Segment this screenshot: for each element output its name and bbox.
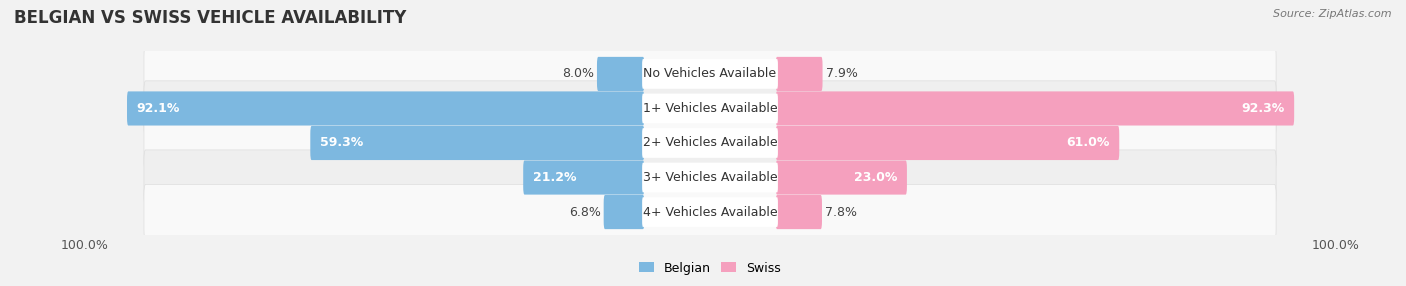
Text: 92.1%: 92.1% bbox=[136, 102, 180, 115]
FancyBboxPatch shape bbox=[643, 163, 778, 192]
Text: 2+ Vehicles Available: 2+ Vehicles Available bbox=[643, 136, 778, 150]
FancyBboxPatch shape bbox=[643, 128, 778, 158]
FancyBboxPatch shape bbox=[143, 81, 1277, 136]
FancyBboxPatch shape bbox=[143, 115, 1277, 171]
FancyBboxPatch shape bbox=[643, 94, 778, 123]
FancyBboxPatch shape bbox=[143, 46, 1277, 102]
FancyBboxPatch shape bbox=[776, 57, 823, 91]
Text: 59.3%: 59.3% bbox=[321, 136, 363, 150]
Text: BELGIAN VS SWISS VEHICLE AVAILABILITY: BELGIAN VS SWISS VEHICLE AVAILABILITY bbox=[14, 9, 406, 27]
FancyBboxPatch shape bbox=[776, 195, 823, 229]
FancyBboxPatch shape bbox=[598, 57, 644, 91]
FancyBboxPatch shape bbox=[603, 195, 644, 229]
FancyBboxPatch shape bbox=[643, 197, 778, 227]
FancyBboxPatch shape bbox=[127, 92, 644, 126]
Text: 6.8%: 6.8% bbox=[568, 206, 600, 219]
FancyBboxPatch shape bbox=[143, 184, 1277, 240]
FancyBboxPatch shape bbox=[643, 59, 778, 89]
Legend: Belgian, Swiss: Belgian, Swiss bbox=[634, 257, 786, 279]
FancyBboxPatch shape bbox=[776, 92, 1294, 126]
FancyBboxPatch shape bbox=[776, 160, 907, 194]
Text: 7.8%: 7.8% bbox=[825, 206, 858, 219]
Text: No Vehicles Available: No Vehicles Available bbox=[644, 67, 776, 80]
FancyBboxPatch shape bbox=[311, 126, 644, 160]
Text: 61.0%: 61.0% bbox=[1066, 136, 1109, 150]
Text: 8.0%: 8.0% bbox=[562, 67, 593, 80]
Text: 92.3%: 92.3% bbox=[1241, 102, 1285, 115]
Text: 21.2%: 21.2% bbox=[533, 171, 576, 184]
Text: 3+ Vehicles Available: 3+ Vehicles Available bbox=[643, 171, 778, 184]
FancyBboxPatch shape bbox=[143, 150, 1277, 205]
Text: 23.0%: 23.0% bbox=[853, 171, 897, 184]
Text: 4+ Vehicles Available: 4+ Vehicles Available bbox=[643, 206, 778, 219]
Text: 7.9%: 7.9% bbox=[825, 67, 858, 80]
Text: Source: ZipAtlas.com: Source: ZipAtlas.com bbox=[1274, 9, 1392, 19]
FancyBboxPatch shape bbox=[776, 126, 1119, 160]
Text: 1+ Vehicles Available: 1+ Vehicles Available bbox=[643, 102, 778, 115]
FancyBboxPatch shape bbox=[523, 160, 644, 194]
